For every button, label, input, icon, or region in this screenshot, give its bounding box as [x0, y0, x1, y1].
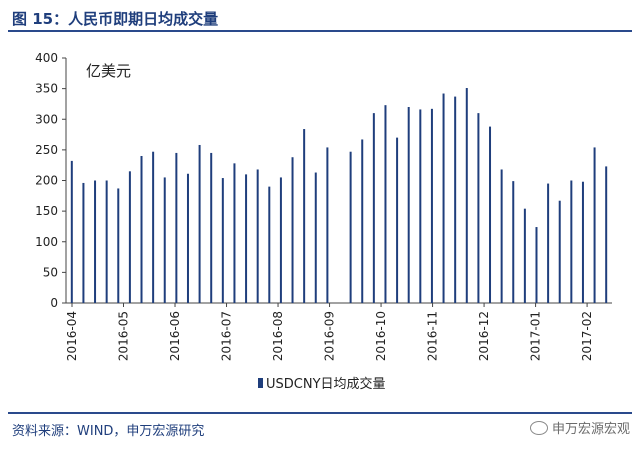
title-rule — [8, 30, 632, 32]
y-tick-label: 300 — [35, 112, 58, 126]
bar — [489, 126, 492, 303]
x-tick-label: 2016-07 — [220, 311, 234, 361]
bar — [175, 152, 178, 303]
bar — [396, 137, 399, 303]
y-axis: 0 50 100 150 200 250 300 350 400 — [35, 51, 67, 310]
bar — [407, 107, 410, 303]
bar — [291, 157, 294, 303]
x-tick-label: 2017-02 — [580, 311, 594, 361]
y-unit-label: 亿美元 — [86, 62, 131, 80]
bar — [105, 180, 108, 303]
y-tick-label: 250 — [35, 143, 58, 157]
x-tick-label: 2016-04 — [65, 311, 79, 361]
bar — [186, 173, 189, 303]
y-tick-label: 350 — [35, 82, 58, 96]
footer-rule — [8, 412, 632, 414]
bar — [430, 108, 433, 304]
y-tick-label: 200 — [35, 174, 58, 188]
bar — [593, 147, 596, 303]
bar — [605, 166, 608, 303]
bar — [163, 177, 166, 303]
bar — [233, 163, 236, 303]
bar — [465, 88, 468, 303]
legend-swatch — [258, 378, 263, 388]
watermark: 申万宏源宏观 — [529, 418, 630, 437]
bar — [152, 151, 155, 303]
bar — [547, 183, 550, 303]
bar — [581, 181, 584, 303]
bar — [558, 200, 561, 303]
y-tick-label: 150 — [35, 204, 58, 218]
bars — [70, 88, 608, 304]
bar — [523, 208, 526, 303]
bar — [198, 144, 201, 303]
bar — [454, 96, 457, 304]
x-tick-label: 2016-09 — [323, 311, 337, 361]
bar — [349, 151, 352, 303]
y-tick-label: 400 — [35, 51, 58, 65]
bar — [221, 178, 224, 303]
bar — [326, 147, 329, 303]
bar — [70, 160, 73, 303]
x-tick-label: 2016-08 — [271, 311, 285, 361]
bar — [210, 152, 213, 303]
x-tick-label: 2016-06 — [168, 311, 182, 361]
wechat-icon — [529, 420, 548, 435]
bar — [477, 113, 480, 303]
bar — [372, 113, 375, 303]
bar — [361, 139, 364, 303]
bar — [442, 93, 445, 304]
bar — [94, 180, 97, 303]
bar — [314, 172, 317, 303]
bar — [140, 156, 143, 303]
watermark-label: 申万宏源宏观 — [551, 422, 630, 437]
x-tick-label: 2016-05 — [117, 311, 131, 361]
y-tick-label: 0 — [50, 296, 58, 310]
bar — [535, 227, 538, 303]
bar — [570, 180, 573, 303]
bar — [419, 109, 422, 303]
bar — [279, 177, 282, 303]
bar — [256, 169, 259, 303]
x-axis: 2016-04 2016-05 2016-06 2016-07 2016-08 2016-… — [65, 302, 612, 361]
y-tick-label: 50 — [43, 265, 58, 279]
bar — [82, 182, 85, 303]
bar — [512, 181, 515, 303]
x-tick-label: 2016-11 — [426, 311, 440, 361]
bar — [500, 169, 503, 303]
bar — [245, 174, 248, 303]
bar — [384, 105, 387, 303]
figure-title: 图 15：人民币即期日均成交量 — [12, 10, 219, 28]
x-tick-label: 2016-12 — [477, 311, 491, 361]
x-tick-label: 2016-10 — [374, 311, 388, 361]
legend: USDCNY日均成交量 — [258, 376, 386, 392]
bar — [268, 186, 271, 303]
legend-label: USDCNY日均成交量 — [266, 376, 386, 392]
source-note: 资料来源：WIND，申万宏源研究 — [12, 424, 205, 439]
bar — [303, 129, 306, 303]
bar — [117, 188, 120, 303]
y-tick-label: 100 — [35, 235, 58, 249]
bar — [128, 171, 131, 303]
figure-header: 图 15：人民币即期日均成交量 — [8, 6, 632, 32]
x-tick-label: 2017-01 — [529, 311, 543, 361]
